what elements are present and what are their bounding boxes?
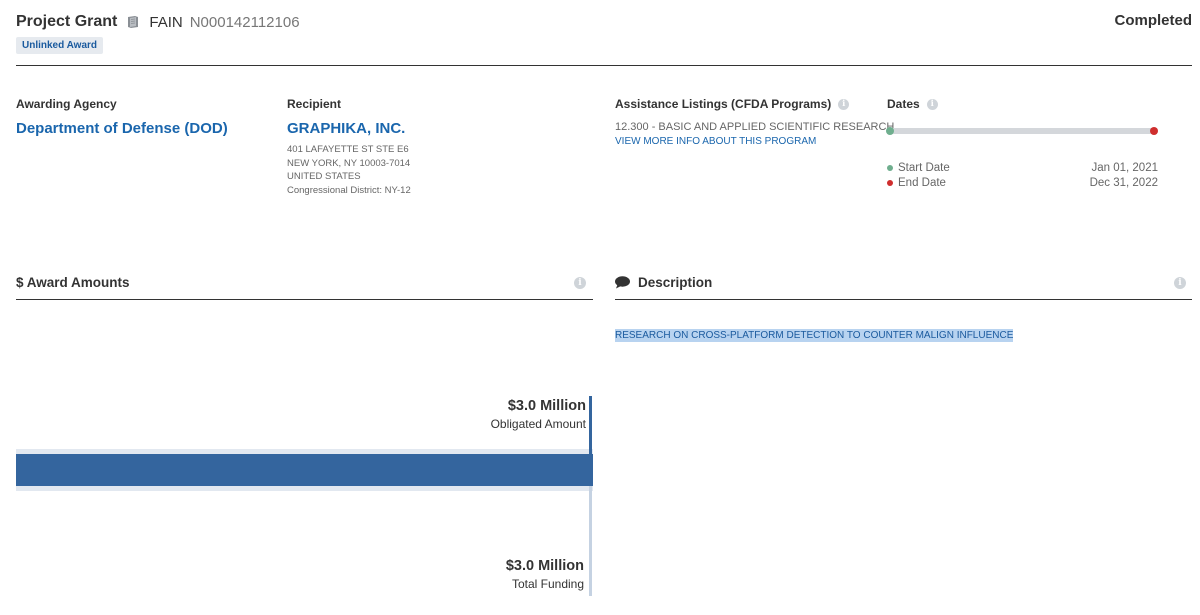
assistance-listings-header: Assistance Listings (CFDA Programs) i [615, 97, 850, 111]
awarding-agency-link[interactable]: Department of Defense (DOD) [16, 120, 228, 137]
award-type: Project Grant [16, 13, 118, 30]
recipient-label: Recipient [287, 97, 342, 111]
timeline-start-marker [886, 127, 894, 135]
award-amounts-title: $ Award Amounts [16, 275, 130, 290]
fain-label: FAIN [149, 13, 183, 31]
obligated-amount-label: Obligated Amount [490, 417, 586, 431]
description-header: Description [615, 275, 712, 290]
obligated-amount-bar[interactable] [16, 454, 593, 486]
cfda-program: 12.300 - BASIC AND APPLIED SCIENTIFIC RE… [615, 121, 895, 133]
date-timeline [886, 127, 1158, 135]
obligated-marker-line [589, 396, 592, 454]
start-date-dot [887, 165, 893, 171]
dates-header: Dates i [887, 97, 938, 111]
recipient-link[interactable]: GRAPHIKA, INC. [287, 120, 406, 137]
end-date-dot [887, 180, 893, 186]
bar-top-rail [16, 449, 593, 454]
comment-icon [615, 276, 630, 289]
description-title: Description [638, 275, 713, 290]
total-funding-label: Total Funding [511, 577, 584, 591]
description-text: RESEARCH ON CROSS-PLATFORM DETECTION TO … [615, 329, 1014, 342]
award-amounts-divider [16, 299, 593, 300]
award-status: Completed [1114, 12, 1192, 29]
dates-label: Dates [887, 97, 920, 111]
start-date-label: Start Date [898, 162, 950, 174]
view-program-info-link[interactable]: VIEW MORE INFO ABOUT THIS PROGRAM [615, 136, 817, 147]
congressional-district: Congressional District: NY-12 [287, 185, 411, 197]
assistance-listings-label: Assistance Listings (CFDA Programs) [615, 97, 832, 111]
end-date-row: End Date Dec 31, 2022 [887, 177, 1158, 189]
fain-value: N000142112106 [189, 13, 300, 31]
unlinked-award-badge[interactable]: Unlinked Award [16, 37, 104, 54]
address-line: NEW YORK, NY 10003-7014 [287, 157, 411, 169]
end-date-value: Dec 31, 2022 [1089, 177, 1158, 189]
info-icon[interactable]: i [1174, 277, 1186, 289]
recipient-address: 401 LAFAYETTE ST STE E6 NEW YORK, NY 100… [287, 143, 411, 198]
obligated-amount-value: $3.0 Million [507, 398, 586, 414]
start-date-value: Jan 01, 2021 [1091, 162, 1158, 174]
info-icon[interactable]: i [574, 277, 586, 289]
total-funding-value: $3.0 Million [505, 558, 584, 574]
info-icon[interactable]: i [926, 98, 938, 110]
book-icon [126, 15, 140, 29]
address-line: 401 LAFAYETTE ST STE E6 [287, 144, 409, 155]
end-date-label: End Date [898, 177, 946, 189]
funding-marker-line [589, 486, 592, 596]
info-icon[interactable]: i [838, 98, 850, 110]
description-divider [615, 299, 1192, 300]
award-header: Project Grant FAIN N000142112106 [16, 10, 300, 34]
address-line: UNITED STATES [287, 171, 361, 183]
start-date-row: Start Date Jan 01, 2021 [887, 162, 1158, 174]
bar-bottom-rail [16, 486, 593, 491]
awarding-agency-label: Awarding Agency [16, 97, 117, 111]
timeline-end-marker [1150, 127, 1158, 135]
header-divider [16, 65, 1192, 66]
